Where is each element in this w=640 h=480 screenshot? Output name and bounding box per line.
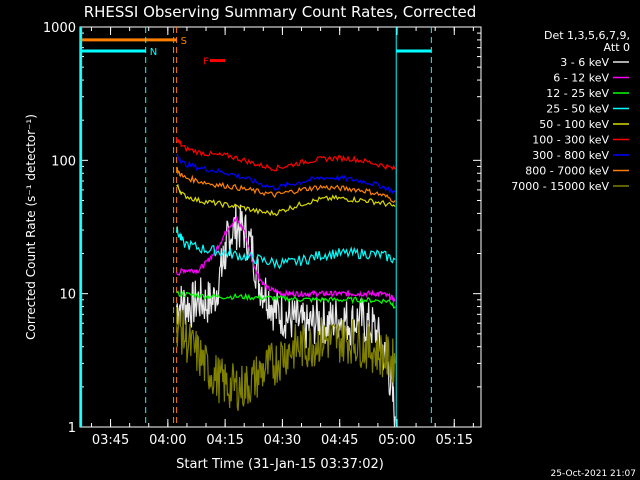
x-tick-label: 04:45 xyxy=(321,433,358,448)
series-line-1 xyxy=(176,215,396,304)
legend-header-line: Det 1,3,5,6,7,9, xyxy=(544,29,630,42)
x-tick-label: 04:00 xyxy=(149,433,186,448)
legend: Det 1,3,5,6,7,9,Att 0 3 - 6 keV 6 - 12 keV… xyxy=(511,29,630,193)
x-tick-label: 03:45 xyxy=(92,433,129,448)
legend-entry-label: 300 - 800 keV xyxy=(532,149,609,162)
plot-border xyxy=(79,26,482,428)
x-tick-label: 05:15 xyxy=(436,433,473,448)
y-tick-label: 1 xyxy=(68,421,76,436)
observing-flags: S N F xyxy=(80,27,432,427)
legend-header-line: Att 0 xyxy=(604,41,630,54)
series-line-6 xyxy=(176,153,396,195)
flag-label-f: F xyxy=(203,57,209,68)
series-line-7 xyxy=(176,166,396,203)
plot-frame xyxy=(79,26,482,428)
series-line-0 xyxy=(176,204,396,428)
series-line-4 xyxy=(176,183,396,217)
legend-entry-label: 100 - 300 keV xyxy=(532,134,609,147)
series-line-5 xyxy=(176,137,396,172)
x-tick-label: 05:00 xyxy=(378,433,415,448)
y-tick-label: 100 xyxy=(51,154,76,169)
legend-entry-label: 25 - 50 keV xyxy=(546,103,609,116)
y-axis-ticks: 1 10 100 1000 xyxy=(43,21,481,436)
x-axis-ticks: 03:45 04:00 04:15 04:30 04:45 05:00 05:15 xyxy=(90,27,474,448)
chart-title: RHESSI Observing Summary Count Rates, Co… xyxy=(84,3,477,21)
legend-entry-label: 800 - 7000 keV xyxy=(525,165,609,178)
x-tick-label: 04:15 xyxy=(206,433,243,448)
series-line-2 xyxy=(176,290,396,309)
flag-label-s: S xyxy=(181,36,187,47)
series-line-8 xyxy=(176,306,396,411)
y-tick-label: 10 xyxy=(59,288,76,303)
legend-entry-label: 6 - 12 keV xyxy=(553,72,609,85)
footer-timestamp: 25-Oct-2021 21:07 xyxy=(551,469,636,479)
flag-label-n: N xyxy=(150,47,157,58)
legend-entry-label: 12 - 25 keV xyxy=(546,87,609,100)
series-line-3 xyxy=(176,226,396,270)
legend-entry-label: 7000 - 15000 keV xyxy=(511,180,609,193)
legend-entry-label: 50 - 100 keV xyxy=(539,118,609,131)
x-axis-label: Start Time (31-Jan-15 03:37:02) xyxy=(176,457,384,472)
y-axis-label: Corrected Count Rate (s⁻¹ detector⁻¹) xyxy=(24,114,38,340)
x-tick-label: 04:30 xyxy=(264,433,301,448)
data-series xyxy=(176,137,396,428)
y-tick-label: 1000 xyxy=(43,21,76,36)
legend-entry-label: 3 - 6 keV xyxy=(560,56,609,69)
